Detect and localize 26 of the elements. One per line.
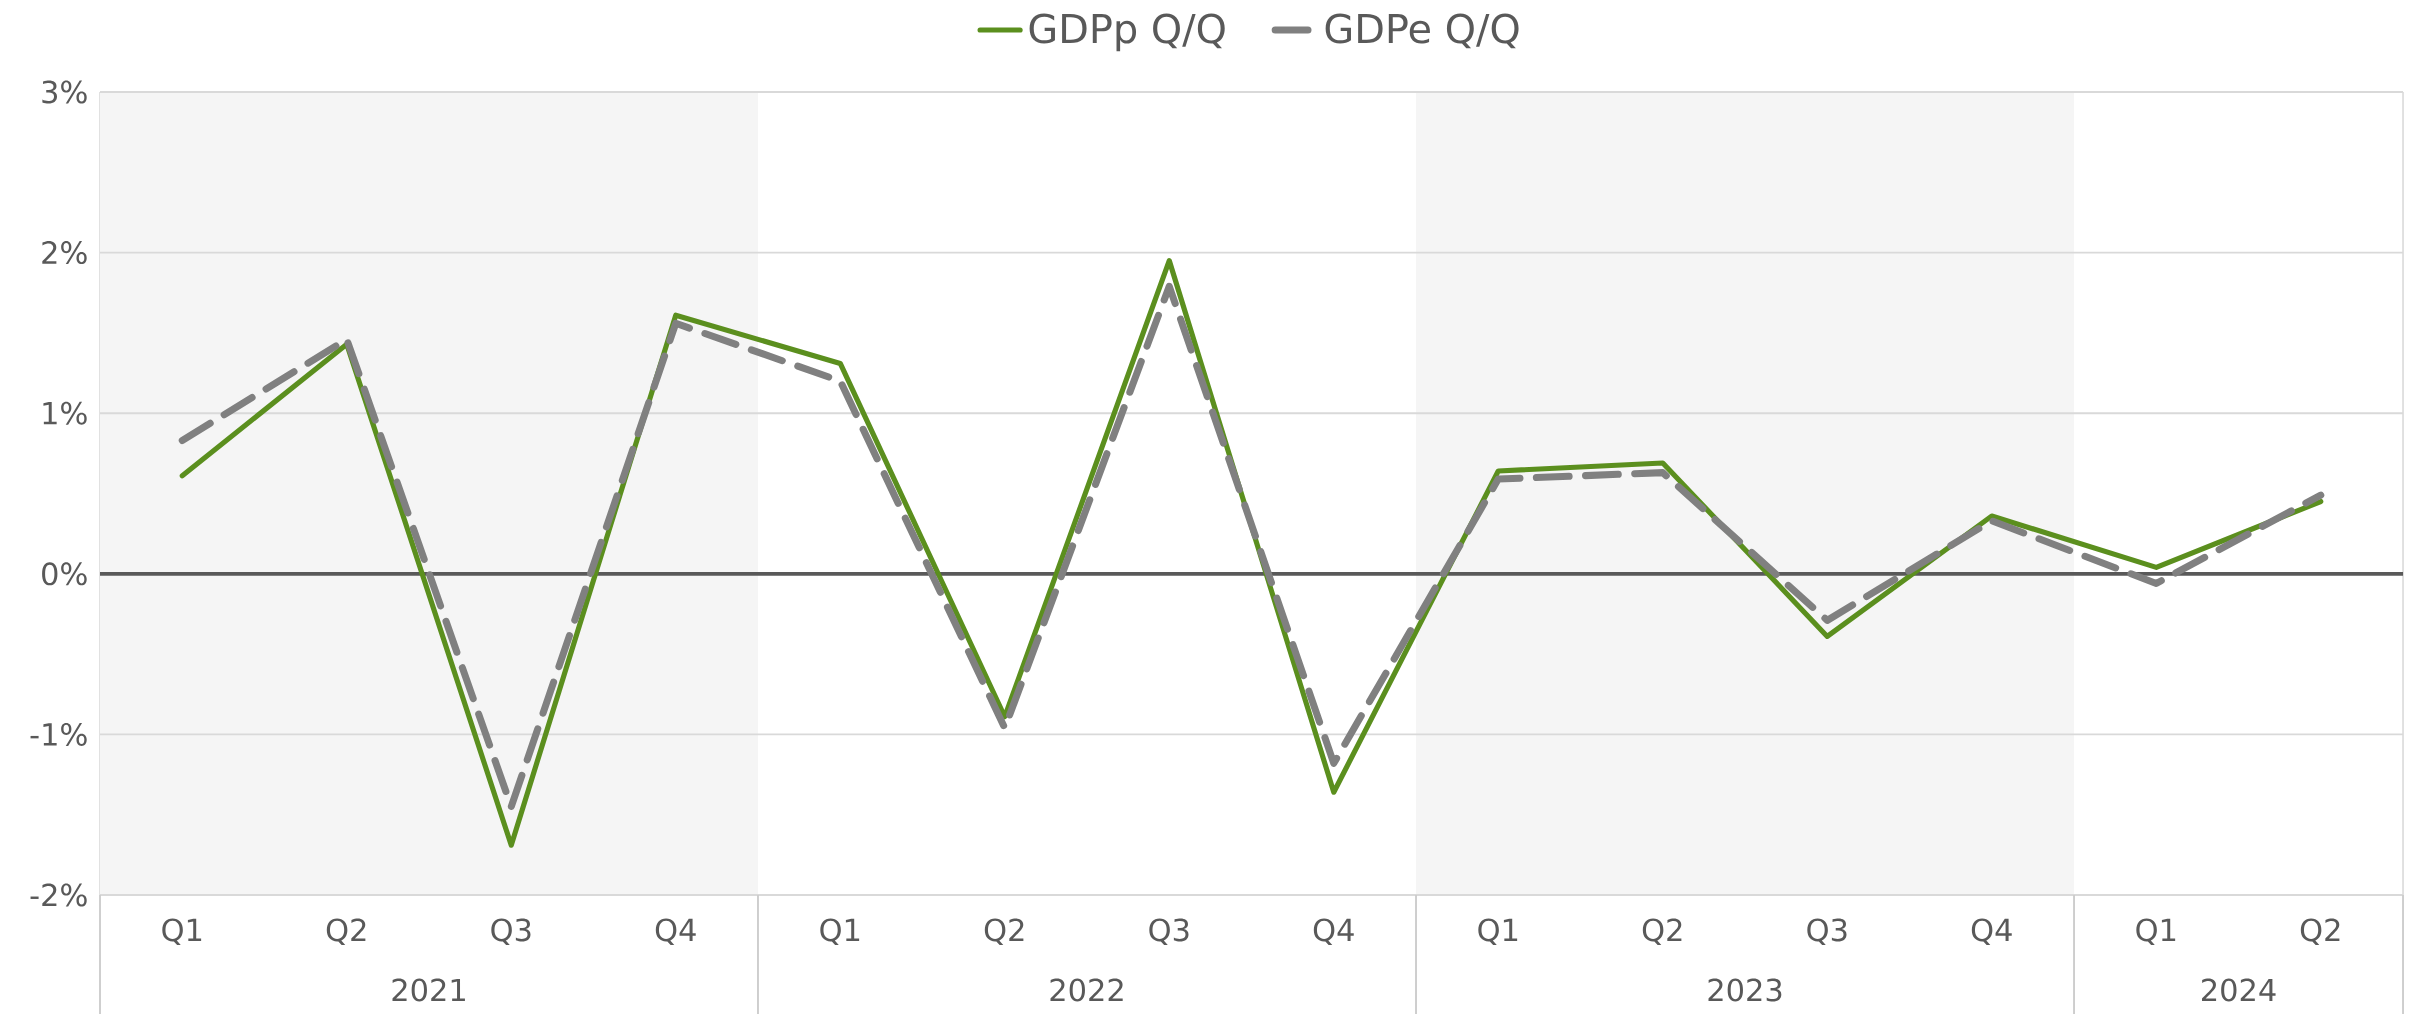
y-tick-label: 1% — [43, 401, 87, 425]
x-tick-label: Q1 — [2136, 918, 2176, 945]
x-tick-label: Q1 — [1478, 918, 1518, 945]
x-tick-label: Q3 — [491, 918, 531, 945]
x-tick-label: Q3 — [1807, 918, 1847, 945]
text: 2021 — [392, 978, 465, 1002]
text: 2024 — [2202, 978, 2276, 1002]
x-tick-label: Q2 — [2300, 918, 2340, 945]
y-tick-label: 3% — [42, 80, 87, 104]
x-tick-label: Q4 — [1971, 918, 2012, 945]
x-tick-label: Q1 — [820, 918, 860, 945]
x-tick-label: Q2 — [326, 918, 366, 945]
x-tick-label: Q4 — [1313, 918, 1354, 945]
text: 2022 — [1050, 978, 1123, 1002]
x-tick-label: Q1 — [162, 918, 202, 945]
y-tick-label: -2% — [30, 883, 87, 907]
y-tick-label: -1% — [30, 722, 87, 746]
legend-label: GDPe Q/Q — [1325, 13, 1519, 49]
x-tick-label: Q2 — [1642, 918, 1682, 945]
y-tick-label: 0% — [42, 562, 87, 586]
x-tick-label: Q4 — [655, 918, 696, 945]
y-tick-label: 2% — [42, 241, 87, 265]
text: 2023 — [1708, 978, 1782, 1002]
x-tick-label: Q3 — [1149, 918, 1189, 945]
x-tick-label: Q2 — [984, 918, 1024, 945]
legend-label: GDPp Q/Q — [1029, 13, 1225, 52]
